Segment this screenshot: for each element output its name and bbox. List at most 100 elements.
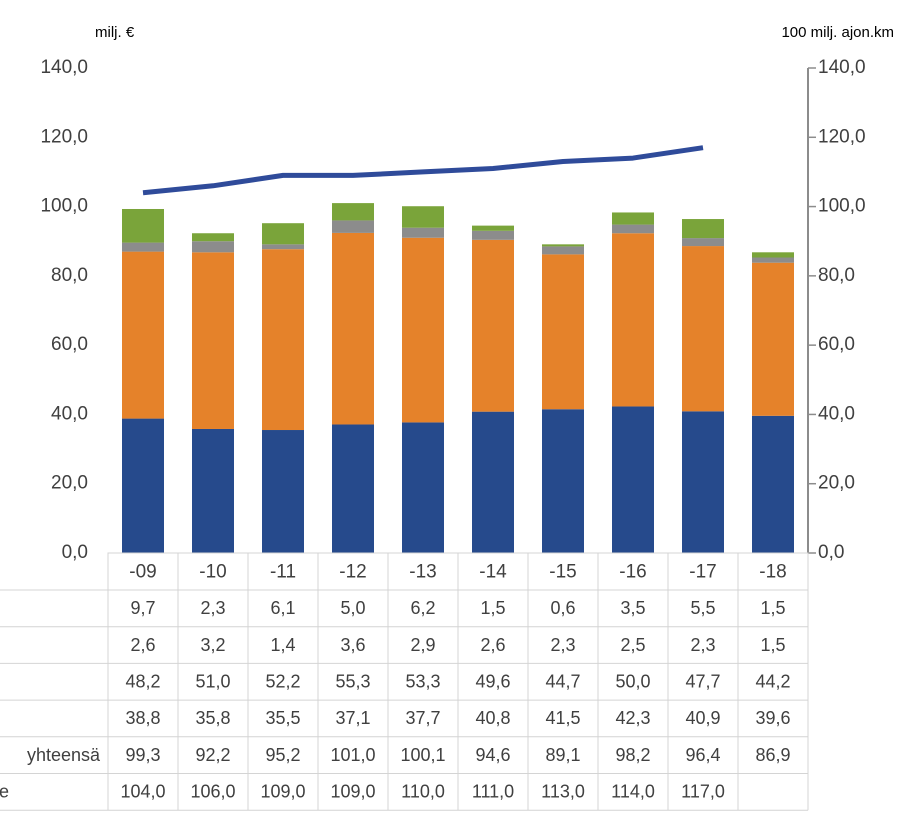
bar [192, 233, 234, 242]
bar [752, 252, 794, 258]
y-axis-label: milj. € [95, 24, 135, 41]
x-tick-label: -15 [549, 562, 576, 583]
table-cell: 39,6 [755, 708, 790, 728]
table-cell: 35,8 [195, 708, 230, 728]
bar [472, 225, 514, 231]
bar [402, 227, 444, 238]
y2-tick-label: 0,0 [818, 542, 844, 563]
table-cell: 51,0 [195, 672, 230, 692]
table-cell: 3,6 [340, 635, 365, 655]
table-cell: 37,1 [335, 708, 370, 728]
table-cell: 94,6 [475, 745, 510, 765]
table-cell: 50,0 [615, 672, 650, 692]
table-cell: 114,0 [611, 782, 655, 802]
x-tick-label: -11 [270, 562, 296, 583]
y-tick-label: 40,0 [51, 403, 88, 424]
table-cell: 5,0 [340, 598, 365, 618]
table-cell: 110,0 [401, 782, 445, 802]
bar [332, 203, 374, 221]
table-cell: 1,4 [270, 635, 295, 655]
bar [752, 262, 794, 416]
bar [262, 244, 304, 250]
bar [682, 411, 724, 553]
bar [402, 206, 444, 228]
bar [752, 415, 794, 553]
table-cell: 2,3 [690, 635, 715, 655]
table-cell: 42,3 [615, 708, 650, 728]
y2-tick-label: 120,0 [818, 126, 866, 147]
table-cell: 1,5 [760, 598, 785, 618]
table-cell: 47,7 [685, 672, 720, 692]
bar [192, 428, 234, 553]
table-cell: 104,0 [120, 782, 165, 802]
bar [122, 251, 164, 419]
table-row-label: yhteensä [27, 745, 101, 765]
table-cell: 2,3 [200, 598, 225, 618]
table-cell: 92,2 [195, 745, 230, 765]
y2-tick-label: 40,0 [818, 403, 855, 424]
y2-tick-label: 140,0 [818, 57, 866, 78]
table-cell: 2,5 [620, 635, 645, 655]
table-cell: 40,8 [475, 708, 510, 728]
bar [682, 238, 724, 247]
bar [682, 246, 724, 412]
bar [472, 411, 514, 553]
bar [122, 418, 164, 553]
y-tick-label: 20,0 [51, 473, 88, 494]
bar [542, 409, 584, 553]
table-cell: 99,3 [125, 745, 160, 765]
bar [612, 406, 654, 553]
x-tick-label: -17 [689, 562, 716, 583]
table-cell: 44,2 [755, 672, 790, 692]
table-cell: 2,6 [130, 635, 155, 655]
bar [612, 224, 654, 234]
x-tick-label: -12 [339, 562, 366, 583]
bar [332, 424, 374, 553]
bar [682, 219, 724, 239]
bar [612, 212, 654, 225]
table-cell: 1,5 [480, 598, 505, 618]
table-cell: 37,7 [405, 708, 440, 728]
y-tick-label: 0,0 [62, 542, 88, 563]
line [142, 145, 704, 196]
bar [192, 252, 234, 429]
table-cell: 1,5 [760, 635, 785, 655]
table-cell: 38,8 [125, 708, 160, 728]
table-cell: 52,2 [265, 672, 300, 692]
x-tick-label: -16 [619, 562, 646, 583]
table-row-label: e [0, 782, 9, 802]
x-tick-label: -14 [479, 562, 507, 583]
table-cell: 106,0 [190, 782, 235, 802]
table-cell: 6,1 [270, 598, 295, 618]
table-cell: 49,6 [475, 672, 510, 692]
table-cell: 96,4 [685, 745, 720, 765]
table-cell: 35,5 [265, 708, 300, 728]
table-cell: 100,1 [400, 745, 445, 765]
bar [542, 244, 584, 247]
bar [332, 220, 374, 233]
x-tick-label: -09 [129, 562, 156, 583]
table-cell: 89,1 [545, 745, 580, 765]
y2-tick-label: 80,0 [818, 265, 855, 286]
table-cell: 95,2 [265, 745, 300, 765]
y-tick-label: 100,0 [40, 196, 88, 217]
table-cell: 55,3 [335, 672, 370, 692]
bar [262, 249, 304, 431]
table-cell: 117,0 [681, 782, 725, 802]
bar [752, 257, 794, 263]
bar [402, 422, 444, 553]
bar [122, 208, 164, 243]
table-cell: 2,6 [480, 635, 505, 655]
y-tick-label: 120,0 [40, 126, 88, 147]
bar [332, 232, 374, 425]
table-cell: 111,0 [472, 782, 514, 802]
y-tick-label: 60,0 [51, 334, 88, 355]
table-cell: 48,2 [125, 672, 160, 692]
table-cell: 6,2 [410, 598, 435, 618]
bar [472, 239, 514, 412]
table-cell: 0,6 [550, 598, 575, 618]
y-tick-label: 140,0 [40, 57, 88, 78]
table-cell: 109,0 [260, 782, 305, 802]
bar [472, 230, 514, 240]
y2-tick-label: 60,0 [818, 334, 855, 355]
